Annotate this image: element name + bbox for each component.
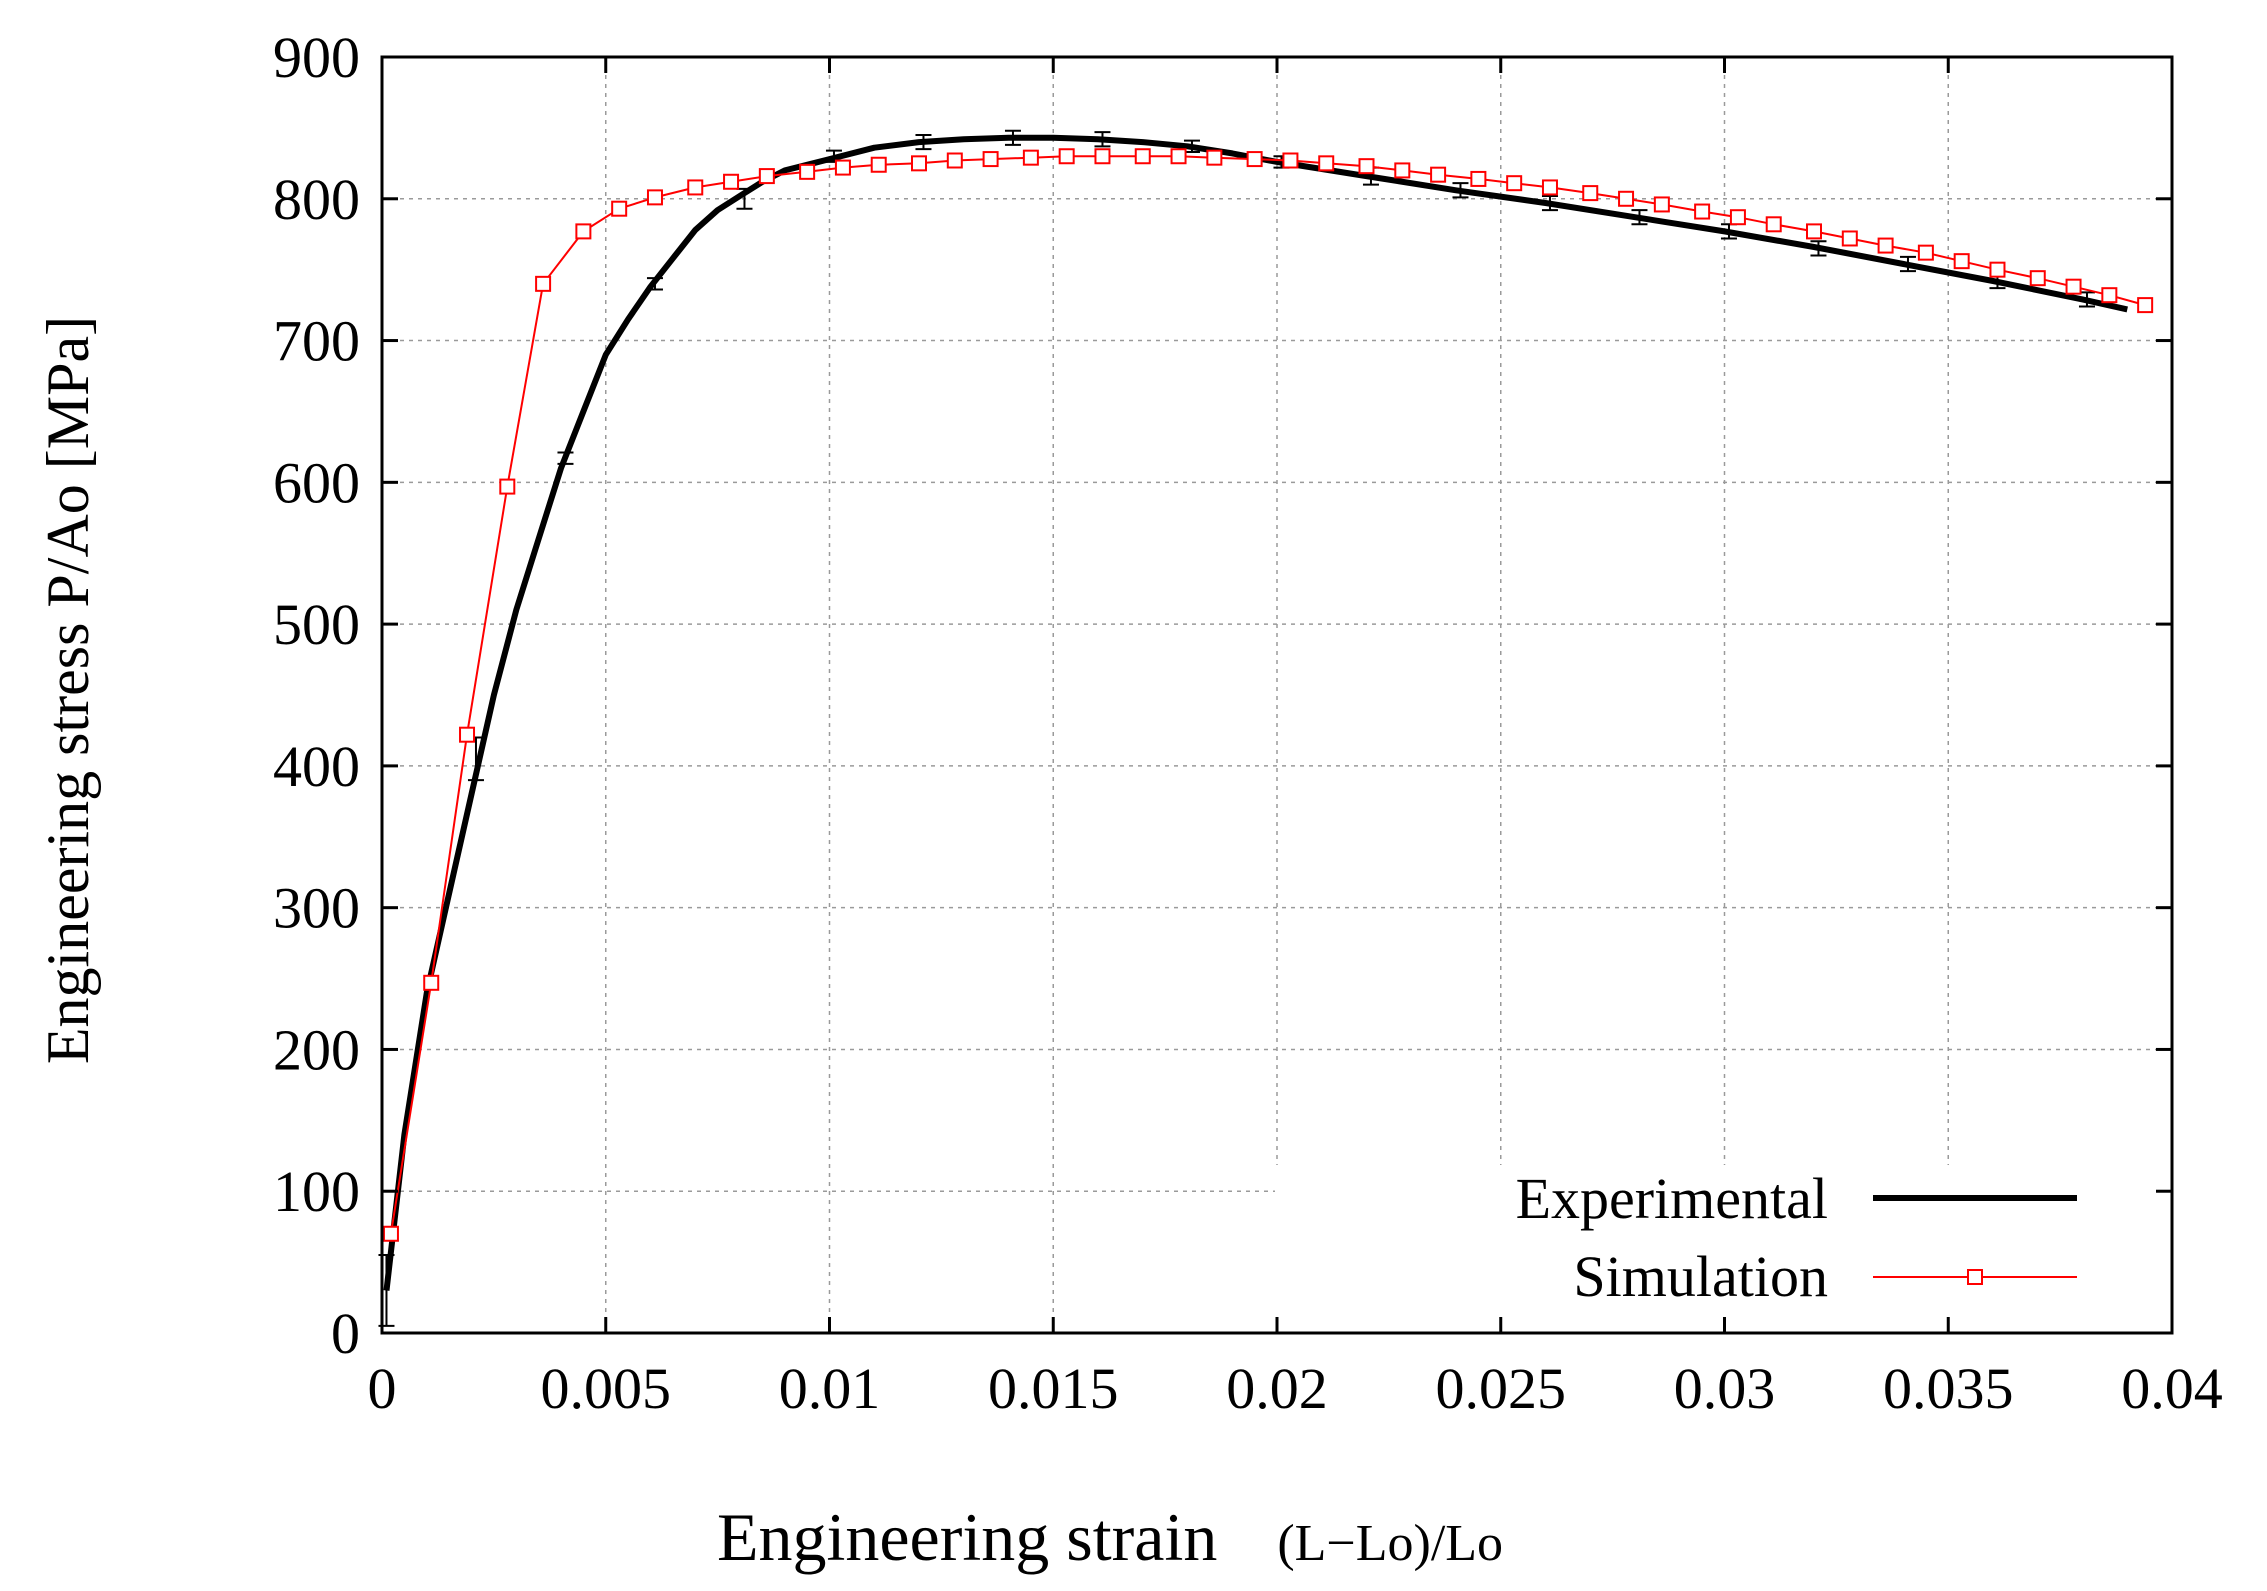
- y-tick-label: 400: [273, 734, 360, 799]
- error-bar: [557, 451, 574, 465]
- y-tick-label: 900: [273, 25, 360, 90]
- series-simulation: [382, 148, 2154, 1242]
- data-point-simulation: [1618, 190, 1635, 207]
- y-tick-label: 600: [273, 450, 360, 515]
- data-point-simulation: [382, 1225, 399, 1242]
- y-tick-label: 300: [273, 876, 360, 941]
- error-bar: [1541, 194, 1558, 212]
- data-point-simulation: [1806, 223, 1822, 240]
- data-point-simulation: [1282, 152, 1299, 169]
- data-point-simulation: [1430, 166, 1447, 183]
- data-point-simulation: [575, 223, 592, 240]
- y-tick-label: 200: [273, 1017, 360, 1082]
- data-point-simulation: [1953, 253, 1970, 270]
- data-point-simulation: [2137, 297, 2154, 314]
- legend-marker-simulation: [1967, 1269, 1983, 1285]
- x-tick-label: 0.025: [1436, 1356, 1567, 1421]
- data-point-simulation: [1917, 244, 1934, 261]
- x-tick-label: 0.015: [988, 1356, 1119, 1421]
- data-point-simulation: [687, 179, 704, 196]
- data-point-simulation: [611, 200, 628, 217]
- data-point-simulation: [911, 155, 927, 172]
- data-point-simulation: [535, 275, 552, 292]
- legend-background: [1275, 1165, 2167, 1325]
- data-point-simulation: [799, 163, 816, 180]
- y-axis-title: Engineering stress P/Ao [MPa]: [35, 316, 101, 1064]
- x-axis-title-formula: (L−Lo)/Lo: [1277, 1515, 1503, 1572]
- data-point-simulation: [758, 168, 775, 185]
- data-point-simulation: [1989, 261, 2006, 278]
- legend: Experimental Simulation: [1516, 1166, 2077, 1309]
- series-group: [378, 129, 2154, 1327]
- error-bar: [1899, 255, 1916, 273]
- error-bar: [915, 133, 932, 151]
- y-tick-label: 700: [273, 309, 360, 374]
- tick-labels: 0 0.005 0.01 0.015 0.02 0.025 0.03 0.035 0.04 0 10…: [273, 25, 2223, 1421]
- legend-box: [1275, 1165, 2167, 1325]
- legend-label-simulation: Simulation: [1573, 1244, 1828, 1309]
- x-tick-label: 0.005: [541, 1356, 672, 1421]
- axis-ticks: [380, 55, 2174, 1335]
- data-point-simulation: [1358, 158, 1375, 175]
- data-point-simulation: [1582, 185, 1599, 202]
- data-point-simulation: [1246, 151, 1263, 168]
- x-tick-label: 0.01: [779, 1356, 881, 1421]
- y-tick-label: 100: [273, 1159, 360, 1224]
- x-tick-label: 0.03: [1674, 1356, 1776, 1421]
- legend-label-experimental: Experimental: [1516, 1166, 1828, 1231]
- grid: [382, 57, 2172, 1333]
- data-point-simulation: [1841, 230, 1858, 247]
- data-point-simulation: [1134, 148, 1151, 165]
- x-axis-title-main: Engineering strain: [717, 1499, 1217, 1575]
- x-tick-label: 0.02: [1226, 1356, 1328, 1421]
- data-point-simulation: [1170, 148, 1187, 165]
- data-point-simulation: [1877, 237, 1894, 254]
- data-point-simulation: [946, 152, 963, 169]
- x-tick-label: 0.035: [1883, 1356, 2014, 1421]
- data-point-simulation: [1506, 175, 1523, 192]
- data-point-simulation: [1394, 162, 1411, 179]
- data-point-simulation: [423, 974, 440, 991]
- data-point-simulation: [982, 151, 999, 168]
- y-tick-label: 800: [273, 167, 360, 232]
- data-point-simulation: [646, 189, 663, 206]
- data-point-simulation: [870, 156, 887, 173]
- data-point-simulation: [2065, 278, 2082, 295]
- error-bar: [1094, 131, 1111, 148]
- error-bar: [1452, 182, 1469, 199]
- data-point-simulation: [1653, 196, 1670, 213]
- error-bar: [1183, 139, 1200, 153]
- data-point-simulation: [723, 173, 740, 190]
- data-point-simulation: [459, 726, 476, 743]
- data-point-simulation: [1470, 170, 1487, 187]
- error-bar: [646, 277, 663, 291]
- error-bar: [1810, 240, 1827, 257]
- y-tick-label: 0: [331, 1301, 360, 1366]
- series-experimental: [378, 129, 2128, 1327]
- data-point-simulation: [499, 478, 516, 495]
- data-point-simulation: [1541, 179, 1558, 196]
- data-point-simulation: [1206, 149, 1223, 166]
- series-line-experimental: [383, 134, 2128, 1291]
- data-point-simulation: [1318, 155, 1335, 172]
- error-bar: [1631, 209, 1648, 226]
- y-tick-label: 500: [273, 592, 360, 657]
- error-bar: [736, 187, 753, 210]
- data-point-simulation: [1094, 148, 1111, 165]
- data-point-simulation: [1058, 148, 1075, 165]
- data-point-simulation: [1694, 203, 1711, 220]
- x-tick-label: 0.04: [2121, 1356, 2223, 1421]
- data-point-simulation: [1729, 209, 1746, 226]
- data-point-simulation: [2029, 270, 2046, 287]
- data-point-simulation: [834, 159, 851, 176]
- error-bar: [2078, 291, 2095, 308]
- data-point-simulation: [1022, 149, 1039, 166]
- data-point-simulation: [1765, 216, 1782, 233]
- x-tick-label: 0: [368, 1356, 397, 1421]
- data-point-simulation: [2101, 287, 2118, 304]
- error-bar: [1004, 129, 1021, 146]
- x-axis-title: Engineering strain (L−Lo)/Lo: [717, 1499, 1503, 1575]
